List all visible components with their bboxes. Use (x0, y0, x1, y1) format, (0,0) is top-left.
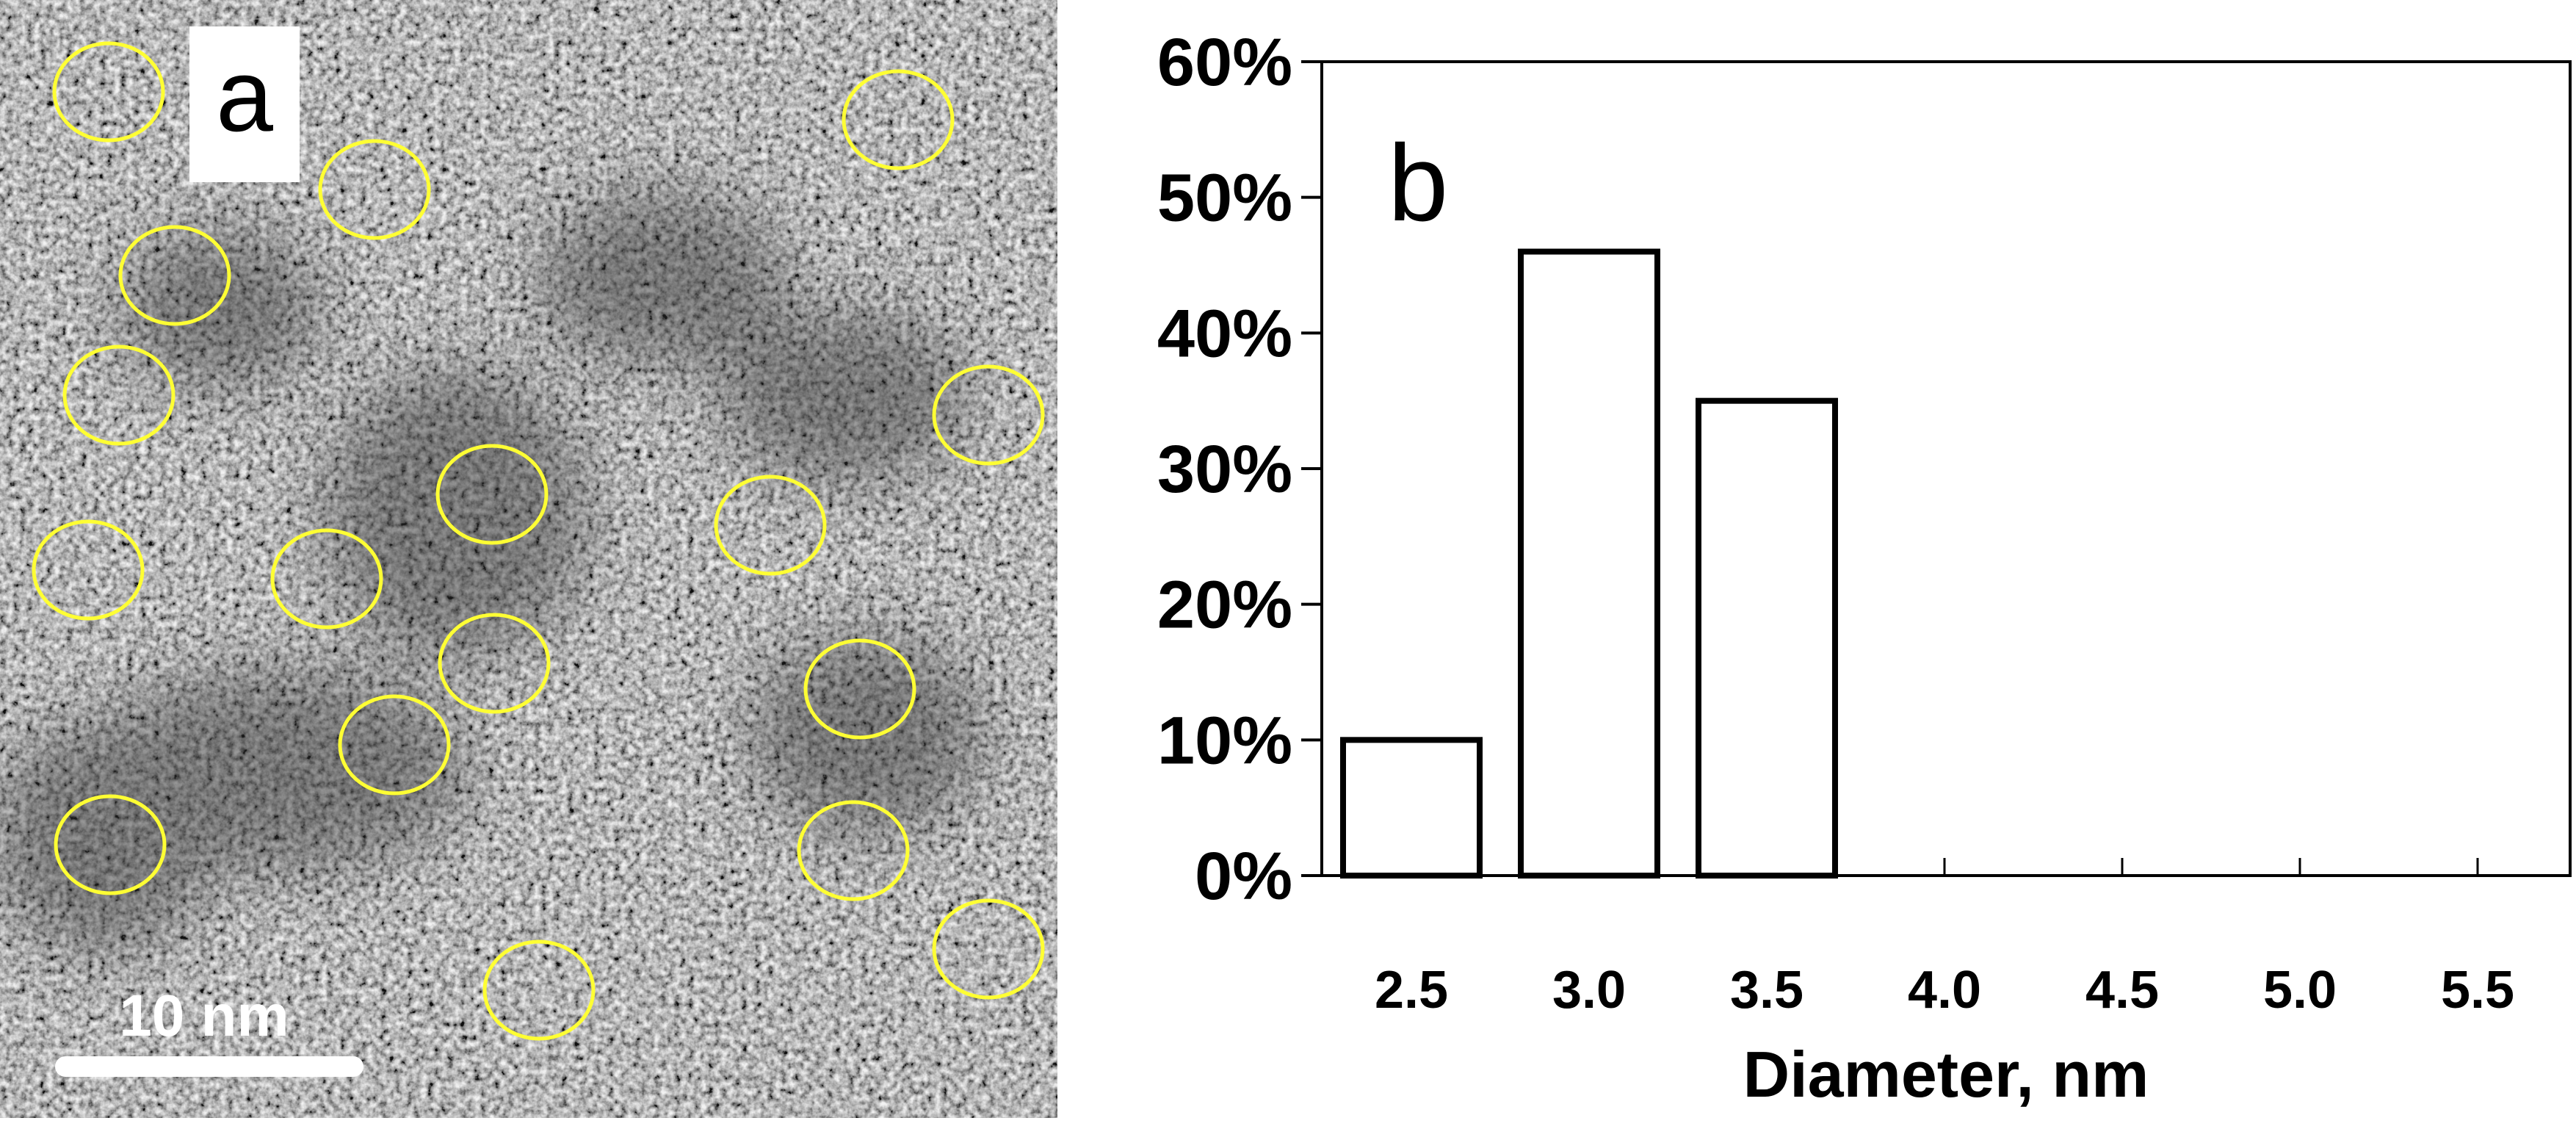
bar (1696, 397, 1838, 879)
panel-a-label: a (216, 37, 273, 153)
x-tick-label: 4.5 (2085, 961, 2159, 1020)
x-tick-labels: 2.5 3.0 3.5 4.0 4.5 5.0 5.5 (1375, 961, 2514, 1020)
y-tick-labels: 0% 10% 20% 30% 40% 50% 60% (1157, 25, 1292, 914)
y-tick-label: 40% (1157, 296, 1292, 371)
particle-circle (32, 519, 145, 621)
y-ticks (1301, 60, 1322, 877)
x-tick-label: 3.5 (1730, 961, 1803, 1020)
panel-a-micrograph: a 10 nm (0, 0, 1057, 1118)
dark-contrast-regions (0, 191, 984, 955)
particle-markers (32, 41, 1045, 1041)
x-tick-label: 2.5 (1375, 961, 1448, 1020)
x-tick-label: 4.0 (1908, 961, 1981, 1020)
panel-a-label-box (189, 26, 300, 182)
y-tick-label: 20% (1157, 568, 1292, 643)
particle-circle (54, 794, 167, 895)
bar (1518, 248, 1660, 879)
panel-b-chart: b 0% 10% 20% 30% 40% 50% 60% 2.5 3.0 3.5 4.0 4.5 5.… (1157, 25, 2572, 1111)
particle-circle (338, 694, 451, 796)
bars (1340, 248, 1838, 879)
particle-circle (52, 41, 165, 143)
particle-circle (714, 475, 827, 576)
particle-circle (932, 364, 1045, 466)
particle-circle (842, 69, 955, 170)
scale-bar (55, 1056, 363, 1077)
y-tick-label: 50% (1157, 161, 1292, 236)
particle-circle (270, 528, 383, 630)
x-tick-label: 5.0 (2263, 961, 2337, 1020)
bar (1340, 737, 1483, 879)
particle-circle (482, 939, 596, 1041)
particle-circle (438, 613, 551, 714)
particle-circle (803, 638, 916, 740)
x-tick-label: 5.5 (2441, 961, 2514, 1020)
x-tick-label: 3.0 (1552, 961, 1626, 1020)
x-axis-label: Diameter, nm (1743, 1038, 2149, 1111)
y-tick-label: 0% (1195, 839, 1292, 914)
particle-circle (62, 345, 176, 446)
y-tick-label: 10% (1157, 703, 1292, 778)
particle-circle (435, 444, 549, 545)
particle-circle (932, 898, 1045, 1000)
y-tick-label: 30% (1157, 432, 1292, 507)
y-tick-label: 60% (1157, 25, 1292, 100)
plot-frame (1320, 60, 2572, 877)
panel-b-label: b (1388, 123, 1448, 244)
particle-circle (797, 800, 910, 901)
particle-circle (318, 139, 431, 240)
particle-circle (118, 225, 231, 326)
scale-bar-label: 10 nm (119, 983, 289, 1048)
